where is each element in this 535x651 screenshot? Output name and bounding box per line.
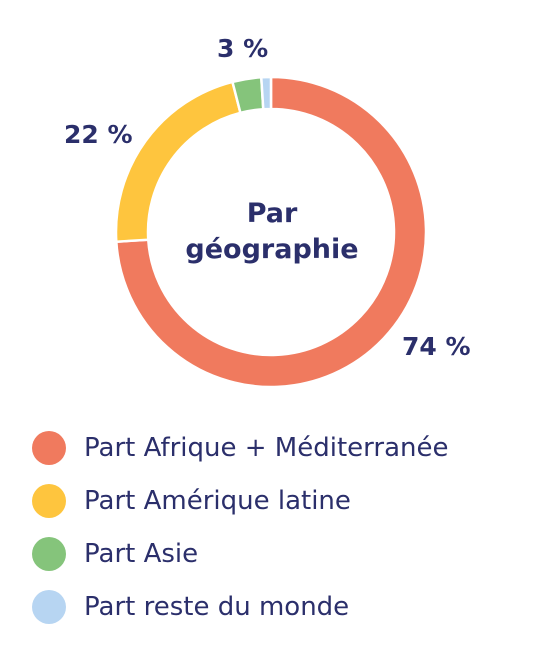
center-title-line-1: Par xyxy=(246,198,298,229)
legend: Part Afrique + Méditerranée Part Amériqu… xyxy=(32,421,448,633)
legend-item-asie: Part Asie xyxy=(32,527,448,580)
legend-swatch xyxy=(32,589,66,624)
donut-slice-reste-du-monde xyxy=(259,75,273,111)
legend-swatch xyxy=(32,483,66,518)
legend-item-afrique-mediterranee: Part Afrique + Méditerranée xyxy=(32,421,448,474)
legend-item-reste-du-monde: Part reste du monde xyxy=(32,580,448,633)
legend-label: Part Afrique + Méditerranée xyxy=(84,432,449,463)
data-label-amerique-latine: 22 % xyxy=(64,120,133,149)
legend-swatch xyxy=(32,430,66,465)
legend-label: Part Amérique latine xyxy=(84,485,351,516)
legend-swatch xyxy=(32,536,66,571)
legend-label: Part reste du monde xyxy=(84,591,350,622)
center-title: Par géographie xyxy=(162,196,382,268)
center-title-line-2: géographie xyxy=(185,234,359,265)
donut-slice-afrique-mediterranee xyxy=(114,75,428,389)
donut-chart xyxy=(114,75,428,389)
legend-label: Part Asie xyxy=(84,538,199,569)
data-label-asie: 3 % xyxy=(217,34,269,63)
legend-item-amerique-latine: Part Amérique latine xyxy=(32,474,448,527)
data-label-afrique-mediterranee: 74 % xyxy=(402,332,471,361)
